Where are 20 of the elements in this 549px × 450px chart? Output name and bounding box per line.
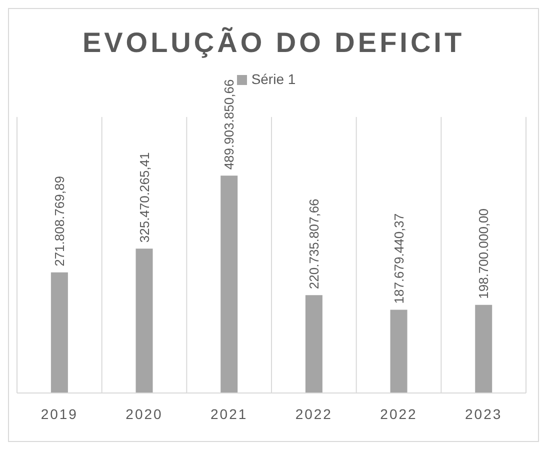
x-tick-label: 2022: [295, 406, 332, 422]
chart-title: EVOLUÇÃO DO DEFICIT: [81, 26, 466, 60]
bar: [390, 310, 408, 393]
bar: [475, 304, 492, 393]
data-label: 489.903.850,66: [222, 79, 237, 170]
data-label: 187.679.440,37: [391, 213, 406, 304]
bar: [220, 176, 238, 393]
x-tick-label: 2022: [380, 406, 418, 422]
x-tick-label: 2020: [126, 406, 163, 422]
x-tick-label: 2019: [40, 406, 78, 422]
bar: [305, 295, 322, 393]
x-tick-label: 2021: [210, 406, 248, 422]
legend-label: Série 1: [251, 71, 296, 87]
data-label: 325.470.265,41: [136, 152, 152, 243]
data-label: 271.808.769,89: [52, 176, 67, 266]
data-label: 198.700.000,00: [476, 208, 492, 299]
bar: [136, 248, 153, 393]
data-label: 220.735.807,66: [306, 198, 322, 290]
bar: [50, 272, 68, 393]
x-tick-label: 2023: [465, 406, 502, 422]
